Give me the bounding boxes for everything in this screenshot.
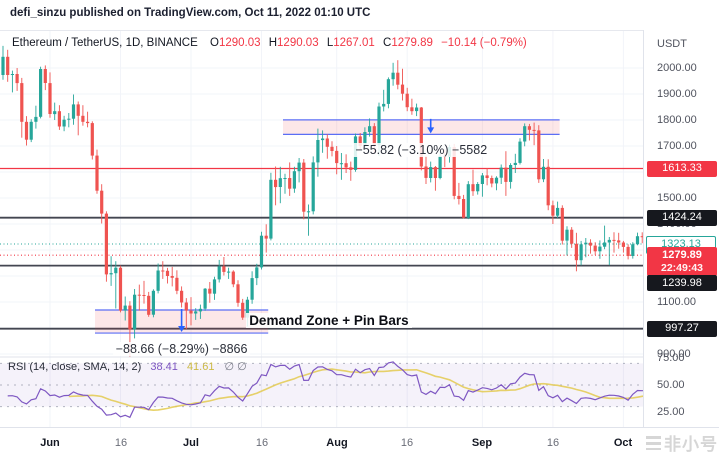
chart-frame-border: [0, 30, 719, 31]
rsi-indicator-header[interactable]: RSI (14, close, SMA, 14, 2) 38.41 41.61 …: [8, 360, 247, 373]
rsi-hidden-values: ∅ ∅: [224, 361, 247, 373]
rsi-tick-label: 25.00: [657, 405, 685, 418]
rsi-tick-label: 50.00: [657, 378, 685, 391]
watermark-logo-icon: [646, 435, 661, 450]
price-badge-1239.98: 1239.98: [647, 275, 717, 291]
symbol-title: Ethereum / TetherUS, 1D, BINANCE: [12, 37, 198, 49]
rsi-sma-value: 41.61: [186, 361, 215, 373]
demand-zone-measure-label: −88.66 (−8.29%) −8866: [112, 342, 251, 357]
level-lines: [0, 167, 643, 330]
price-badge-1424.24: 1424.24: [647, 209, 717, 226]
rsi-title: RSI (14, close, SMA, 14, 2): [8, 361, 142, 373]
rsi-line: [7, 361, 643, 419]
time-axis[interactable]: Jun 16 Jul 16 Aug 16 Sep 16 Oct: [0, 427, 719, 461]
watermark-text: 非小号: [664, 435, 718, 454]
price-tick-label: 1500.00: [657, 191, 697, 204]
demand-zone-title: Demand Zone + Pin Bars: [246, 312, 412, 328]
price-tick-label: 1900.00: [657, 87, 697, 100]
time-tick-sep: Sep: [471, 437, 493, 449]
open-value: 1290.03: [218, 37, 261, 49]
demand-zone-arrow-icon: [178, 308, 186, 333]
time-tick-jun: Jun: [40, 437, 60, 449]
quote-currency-label: USDT: [657, 38, 687, 50]
price-tick-label: 2000.00: [657, 61, 697, 74]
price-tick-label: 1100.00: [657, 295, 696, 308]
price-tick-label: 1700.00: [657, 139, 697, 152]
candlestick-series: [1, 45, 643, 357]
change-value: −10.14 (−0.79%): [441, 37, 527, 49]
time-tick-jul: Jul: [183, 437, 199, 449]
price-badge-997.27: 997.27: [647, 320, 717, 337]
time-tick-16: 16: [114, 437, 128, 449]
watermark: 非小号: [646, 430, 718, 455]
price-badge-1613.33: 1613.33: [647, 160, 717, 177]
time-tick-oct: Oct: [613, 437, 633, 449]
low-label: L: [326, 37, 334, 49]
price-tick-label: 1800.00: [657, 113, 697, 126]
price-tick-label: 900.00: [657, 347, 691, 360]
time-tick-16: 16: [400, 437, 414, 449]
supply-zone-measure-label: −55.82 (−3.10%) −5582: [352, 143, 491, 158]
open-label: O: [209, 37, 219, 49]
time-tick-aug: Aug: [326, 437, 348, 449]
supply-zone-arrow-icon: [427, 118, 435, 134]
time-tick-16: 16: [255, 437, 269, 449]
close-label: C: [383, 37, 392, 49]
price-badge-1279.89: 1279.89 22:49:43: [647, 247, 717, 277]
symbol-info-row[interactable]: Ethereum / TetherUS, 1D, BINANCE O1290.0…: [12, 37, 527, 49]
high-value: 1290.03: [277, 37, 319, 49]
demand-zone: [95, 308, 269, 334]
close-value: 1279.89: [391, 37, 433, 49]
time-tick-16: 16: [546, 437, 560, 449]
rsi-tick-label: 75.00: [657, 351, 685, 364]
low-value: 1267.01: [333, 37, 375, 49]
published-header: defi_sinzu published on TradingView.com,…: [10, 7, 371, 19]
countdown-timer: 22:49:43: [660, 261, 704, 274]
high-label: H: [268, 37, 278, 49]
rsi-value: 38.41: [150, 361, 178, 373]
price-axis[interactable]: USDT 2000.00 1900.00 1800.00 1700.00 1500.00 1…: [643, 30, 719, 427]
